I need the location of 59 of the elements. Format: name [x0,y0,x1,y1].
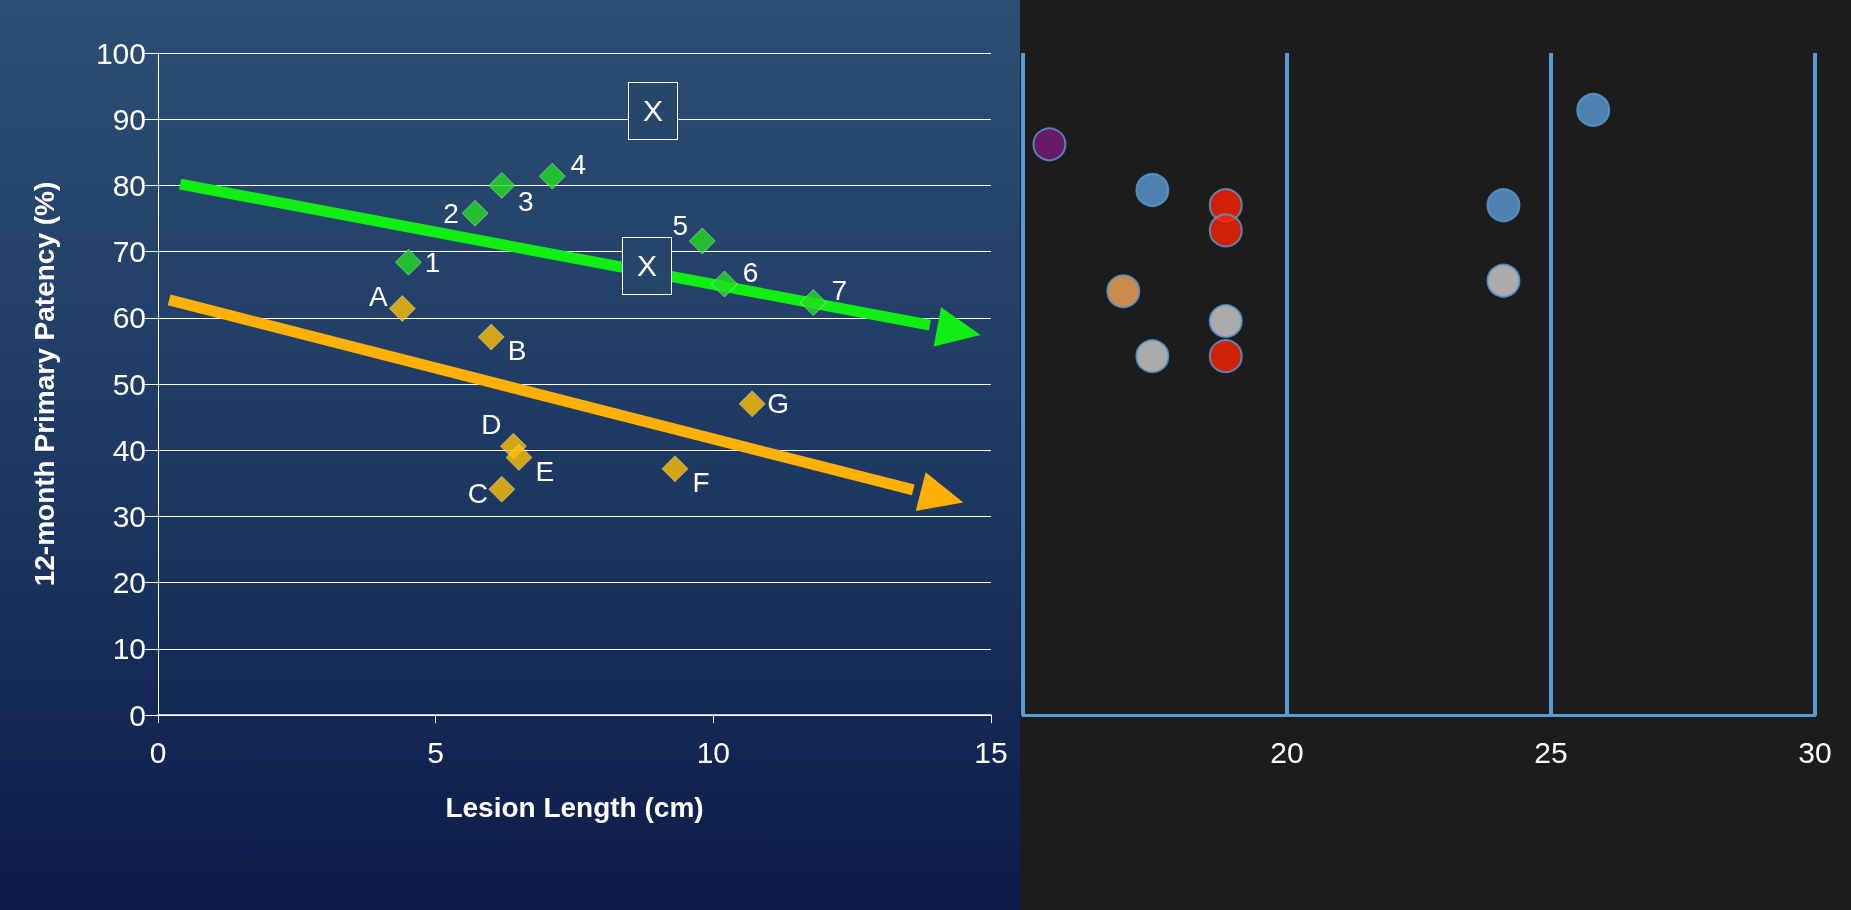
annotation: G [767,388,790,420]
y-tick-label: 10 [112,632,146,666]
annotation: 7 [831,275,848,307]
point [488,171,516,199]
x-tick-label: 0 [149,735,167,769]
point [710,270,738,298]
annotation: F [692,467,710,499]
point [488,475,516,503]
point [461,199,489,227]
x-tick-label: 25 [1534,735,1568,769]
x-axis-title: Lesion Length (cm) [445,791,704,823]
point [394,248,422,276]
x-tick-label: 30 [1798,735,1832,769]
y-tick-label: 40 [112,433,146,467]
x-tick-label: 10 [696,735,731,769]
point [738,390,766,418]
y-tick-label: 100 [95,36,146,70]
y-tick-label: 90 [112,102,146,136]
annotation: C [467,477,488,509]
y-tick-label: 70 [112,235,146,269]
annotation: A [369,281,388,313]
y-tick-label: 30 [112,499,146,533]
annotation: X [628,82,678,140]
point [661,455,689,483]
annotation: B [507,335,527,367]
annotation: 2 [443,197,459,229]
y-tick-label: 80 [112,168,146,202]
point [1135,173,1170,208]
point [505,443,533,471]
annotation: 4 [570,148,587,180]
point [477,323,505,351]
x-tick-label: 20 [1270,735,1304,769]
annotation: E [535,455,555,487]
point [1486,188,1521,223]
annotation: 5 [672,209,689,241]
annotation: 3 [517,185,534,217]
point [1208,213,1243,248]
y-tick-label: 20 [112,566,146,600]
point [688,227,716,255]
point [1106,274,1141,309]
point [799,289,827,317]
point [1486,263,1521,298]
point [1576,92,1611,127]
point [1208,339,1243,374]
point [1135,339,1170,374]
annotation: X [622,237,672,295]
x-tick-label: 15 [974,735,1008,769]
y-tick-label: 60 [112,301,146,335]
y-tick-label: 50 [112,367,146,401]
point [1208,304,1243,339]
annotation: D [481,408,502,440]
annotation: 1 [424,246,441,278]
annotation: 6 [742,256,759,288]
x-tick-label: 5 [427,735,445,769]
point [388,295,416,323]
point [1032,127,1067,162]
y-axis-title: 12-month Primary Patency (%) [28,181,60,587]
point [538,162,566,190]
y-tick-label: 0 [129,698,146,732]
